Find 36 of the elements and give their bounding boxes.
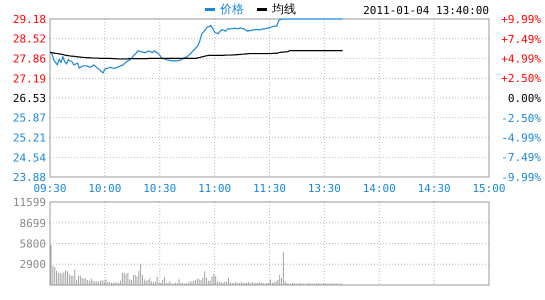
y-tick-label: 8699	[20, 216, 46, 230]
y2-tick-label: +7.49%	[501, 32, 542, 46]
y-tick-label: 2900	[20, 258, 46, 272]
x-tick-label: 11:30	[252, 182, 286, 195]
y-tick-label: 5800	[20, 237, 46, 250]
y2-tick-label: 0.00%	[508, 92, 542, 105]
y-tick-label: 23.88	[12, 171, 46, 184]
x-tick-label: 10:30	[143, 182, 176, 195]
y2-tick-label: -7.49%	[501, 151, 542, 164]
line-series	[49, 50, 344, 60]
y-tick-label: 26.53	[12, 92, 46, 105]
y-tick-label: 28.52	[12, 32, 46, 46]
y2-tick-label: -9.99%	[501, 171, 542, 184]
x-tick-label: 14:30	[418, 182, 451, 195]
legend-label: 价格	[219, 2, 244, 16]
y2-tick-label: +2.50%	[501, 72, 542, 86]
x-tick-label: 14:00	[362, 182, 396, 195]
y-tick-label: 11599	[12, 196, 46, 209]
x-tick-label: 11:00	[198, 182, 232, 195]
y2-tick-label: -2.50%	[501, 112, 542, 125]
y2-tick-label: +9.99%	[501, 13, 542, 26]
x-tick-label: 09:30	[33, 182, 67, 195]
y-tick-label: 25.21	[12, 131, 46, 144]
y2-tick-label: -4.99%	[501, 131, 542, 144]
x-tick-label: 15:00	[472, 182, 506, 195]
line-series	[49, 18, 344, 74]
y-tick-label: 25.87	[12, 112, 46, 125]
y-tick-label: 29.18	[12, 13, 46, 26]
y-tick-label: 24.54	[12, 151, 46, 164]
legend-label: 均线	[271, 2, 296, 16]
x-tick-label: 10:00	[88, 182, 122, 195]
x-tick-label: 13:30	[308, 182, 341, 195]
y2-tick-label: +4.99%	[501, 52, 542, 66]
chart-subtitle: 2011-01-04 13:40:00	[363, 4, 489, 17]
y-tick-label: 27.86	[12, 52, 46, 66]
y-tick-label: 27.19	[12, 72, 46, 86]
